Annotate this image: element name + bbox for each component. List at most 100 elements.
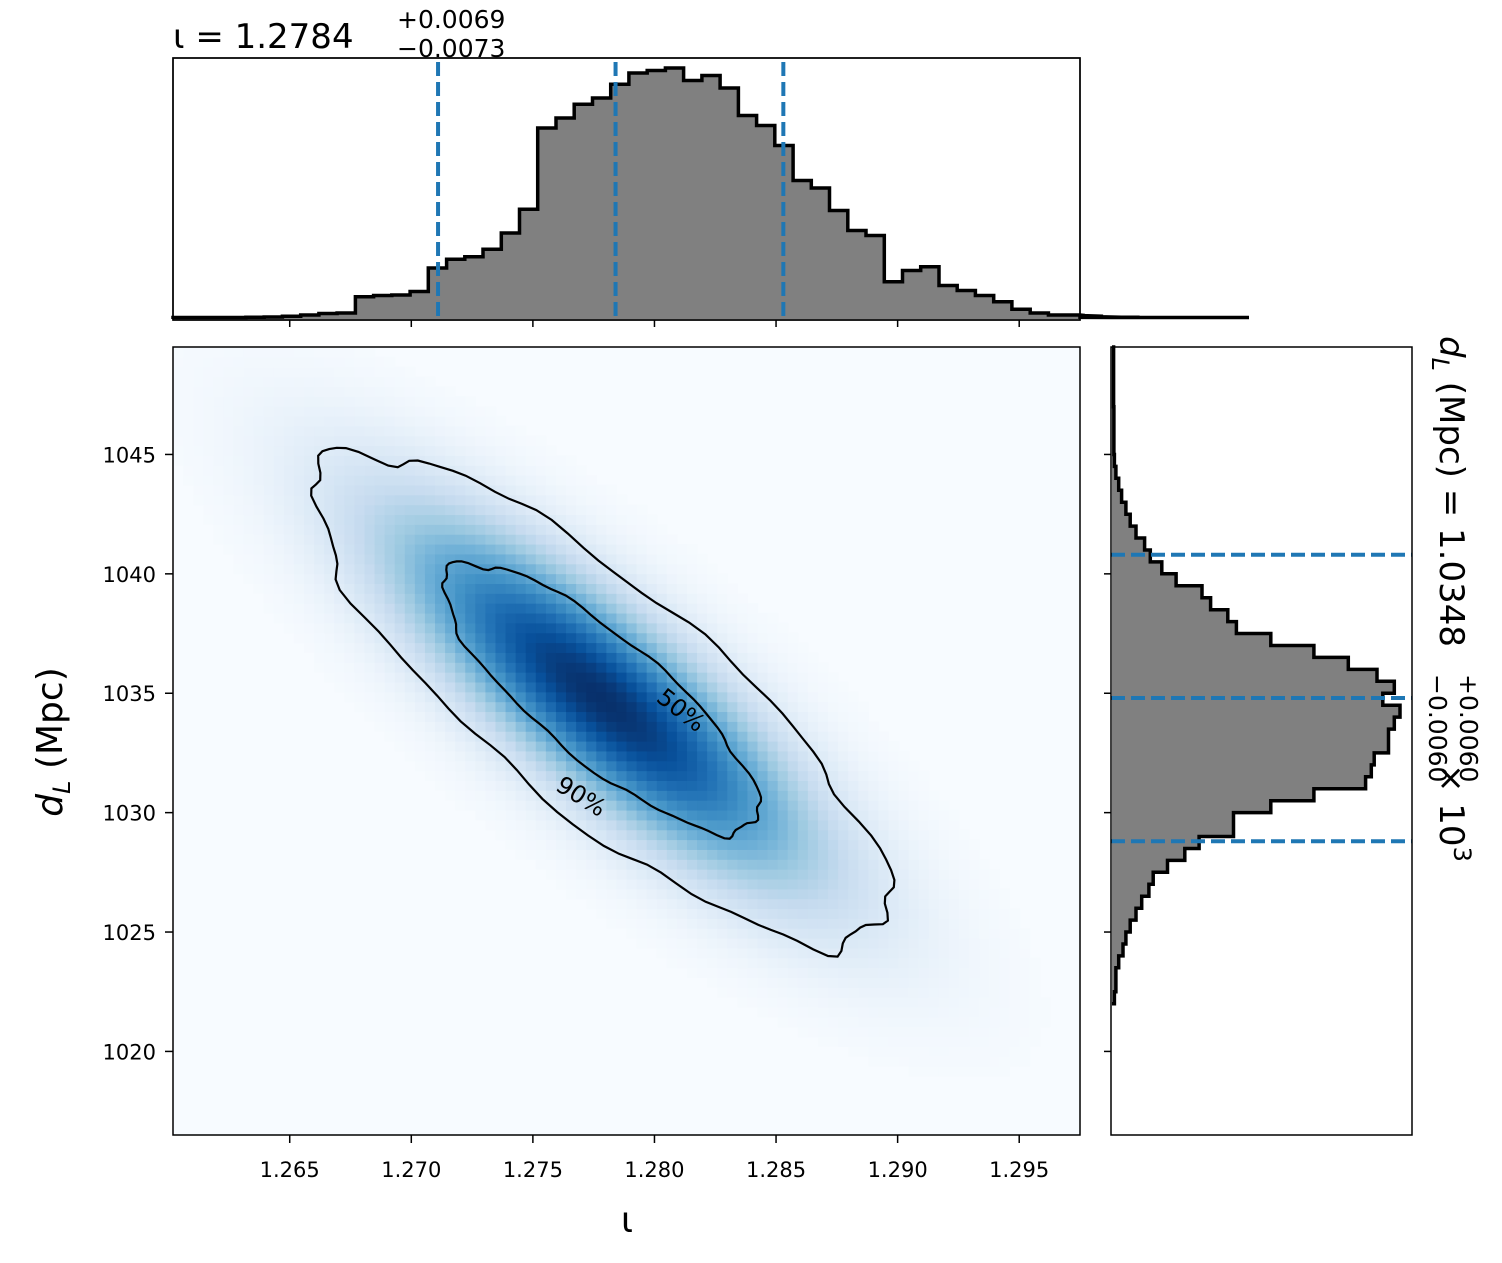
heatmap-cell bbox=[697, 878, 708, 890]
heatmap-cell bbox=[959, 947, 970, 959]
heatmap-cell bbox=[435, 553, 446, 565]
heatmap-cell bbox=[797, 869, 809, 880]
heatmap-cell bbox=[767, 829, 779, 841]
heatmap-cell bbox=[767, 711, 779, 722]
heatmap-cell bbox=[404, 583, 416, 594]
heatmap-cell bbox=[807, 809, 819, 821]
heatmap-cell bbox=[576, 632, 587, 644]
heatmap-cell bbox=[737, 928, 749, 939]
heatmap-cell bbox=[828, 928, 839, 939]
heatmap-cell bbox=[1009, 987, 1021, 998]
heatmap-cell bbox=[717, 957, 728, 969]
heatmap-cell bbox=[737, 839, 749, 850]
heatmap-cell bbox=[888, 1026, 900, 1038]
heatmap-cell bbox=[616, 790, 628, 801]
heatmap-cell bbox=[757, 790, 769, 801]
heatmap-cell bbox=[838, 691, 849, 703]
heatmap-cell bbox=[576, 800, 587, 811]
heatmap-cell bbox=[344, 593, 355, 604]
heatmap-cell bbox=[948, 819, 960, 831]
heatmap-cell bbox=[626, 553, 638, 565]
heatmap-cell bbox=[263, 366, 275, 378]
heatmap-cell bbox=[233, 406, 245, 417]
heatmap-cell bbox=[646, 938, 658, 949]
heatmap-cell bbox=[898, 760, 910, 772]
heatmap-cell bbox=[495, 800, 507, 811]
heatmap-cell bbox=[737, 997, 749, 1008]
heatmap-cell bbox=[435, 632, 446, 644]
heatmap-cell bbox=[626, 750, 638, 762]
heatmap-cell bbox=[424, 770, 436, 781]
heatmap-cell bbox=[938, 918, 950, 929]
heatmap-cell bbox=[848, 701, 859, 713]
heatmap-cell bbox=[908, 938, 920, 949]
heatmap-cell bbox=[354, 504, 366, 516]
heatmap-cell bbox=[828, 829, 839, 841]
heatmap-cell bbox=[495, 711, 507, 722]
heatmap-cell bbox=[767, 731, 779, 742]
heatmap-cell bbox=[273, 415, 285, 427]
heatmap-cell bbox=[979, 1016, 990, 1028]
heatmap-cell bbox=[616, 612, 628, 624]
heatmap-cell bbox=[858, 701, 869, 713]
heatmap-cell bbox=[666, 681, 678, 693]
heatmap-cell bbox=[807, 711, 819, 722]
heatmap-cell bbox=[576, 819, 587, 831]
heatmap-cell bbox=[969, 869, 980, 880]
heatmap-cell bbox=[807, 662, 819, 673]
heatmap-cell bbox=[465, 632, 476, 644]
heatmap-cell bbox=[948, 1026, 960, 1038]
heatmap-cell bbox=[445, 622, 456, 634]
heatmap-cell bbox=[848, 888, 859, 900]
heatmap-cell bbox=[364, 544, 376, 555]
heatmap-cell bbox=[606, 622, 618, 634]
heatmap-cell bbox=[566, 869, 577, 880]
heatmap-cell bbox=[424, 504, 436, 516]
heatmap-cell bbox=[314, 514, 325, 525]
heatmap-cell bbox=[848, 878, 859, 890]
heatmap-cell bbox=[324, 534, 335, 545]
heatmap-cell bbox=[445, 593, 456, 604]
heatmap-cell bbox=[838, 721, 849, 732]
heatmap-cell bbox=[757, 957, 769, 969]
heatmap-cell bbox=[445, 573, 456, 584]
heatmap-cell bbox=[616, 731, 628, 742]
heatmap-cell bbox=[475, 672, 487, 683]
heatmap-cell bbox=[797, 977, 809, 988]
heatmap-cell bbox=[445, 583, 456, 594]
heatmap-cell bbox=[455, 435, 466, 447]
heatmap-cell bbox=[505, 484, 517, 496]
heatmap-cell bbox=[777, 642, 789, 653]
heatmap-cell bbox=[414, 415, 426, 427]
heatmap-cell bbox=[465, 583, 476, 594]
heatmap-cell bbox=[959, 908, 970, 919]
heatmap-cell bbox=[676, 878, 688, 890]
heatmap-cell bbox=[545, 662, 557, 673]
heatmap-cell bbox=[505, 652, 517, 663]
heatmap-cell bbox=[616, 741, 628, 752]
heatmap-cell bbox=[334, 484, 345, 496]
heatmap-cell bbox=[515, 741, 527, 752]
heatmap-cell bbox=[787, 928, 799, 939]
heatmap-cell bbox=[777, 957, 789, 969]
heatmap-cell bbox=[384, 465, 396, 476]
heatmap-cell bbox=[938, 878, 950, 890]
heatmap-cell bbox=[787, 829, 799, 841]
heatmap-cell bbox=[455, 721, 466, 732]
heatmap-cell bbox=[717, 672, 728, 683]
heatmap-cell bbox=[828, 898, 839, 910]
heatmap-cell bbox=[969, 918, 980, 929]
heatmap-cell bbox=[273, 366, 285, 378]
heatmap-cell bbox=[334, 563, 345, 575]
heatmap-cell bbox=[213, 534, 224, 545]
heatmap-cell bbox=[898, 869, 910, 880]
heatmap-cell bbox=[414, 731, 426, 742]
heatmap-cell bbox=[525, 849, 537, 860]
heatmap-cell bbox=[656, 741, 668, 752]
heatmap-cell bbox=[576, 494, 587, 506]
heatmap-cell bbox=[334, 593, 345, 604]
heatmap-cell bbox=[485, 672, 497, 683]
heatmap-cell bbox=[1009, 957, 1021, 969]
heatmap-cell bbox=[545, 819, 557, 831]
heatmap-cell bbox=[465, 672, 476, 683]
